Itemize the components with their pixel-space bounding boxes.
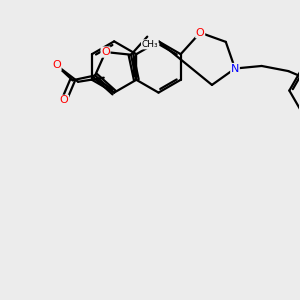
Text: O: O [52,60,61,70]
Text: CH₃: CH₃ [142,40,158,49]
Text: O: O [60,95,68,105]
Text: O: O [196,28,205,38]
Text: N: N [231,64,239,74]
Text: O: O [101,47,110,57]
